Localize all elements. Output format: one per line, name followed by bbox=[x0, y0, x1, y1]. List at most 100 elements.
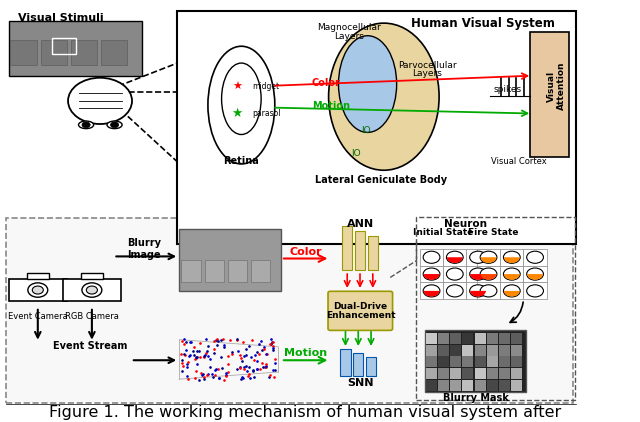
Bar bbox=[417, 217, 575, 400]
Text: ★: ★ bbox=[232, 107, 243, 120]
Text: Blurry Mask: Blurry Mask bbox=[443, 393, 509, 403]
Text: Figure 1. The working mechanism of human visual system after: Figure 1. The working mechanism of human… bbox=[49, 405, 562, 420]
Bar bbox=[438, 345, 449, 356]
Ellipse shape bbox=[208, 46, 275, 164]
Bar bbox=[63, 279, 120, 301]
Circle shape bbox=[504, 268, 520, 280]
Text: Motion: Motion bbox=[284, 348, 328, 358]
Text: Visual Cortex: Visual Cortex bbox=[492, 157, 547, 166]
Bar bbox=[27, 273, 49, 279]
Wedge shape bbox=[470, 291, 486, 297]
Bar bbox=[475, 345, 486, 356]
Text: Event Camera: Event Camera bbox=[8, 311, 68, 321]
Bar bbox=[477, 266, 500, 282]
Circle shape bbox=[423, 268, 440, 280]
Bar bbox=[340, 349, 351, 376]
Bar bbox=[500, 249, 524, 266]
Bar bbox=[462, 357, 474, 368]
Bar bbox=[420, 249, 443, 266]
Text: Enhancement: Enhancement bbox=[326, 311, 396, 320]
Bar bbox=[499, 357, 510, 368]
Circle shape bbox=[86, 286, 97, 294]
Bar bbox=[252, 260, 271, 281]
Bar bbox=[524, 249, 547, 266]
Circle shape bbox=[447, 251, 463, 263]
Bar bbox=[511, 368, 522, 379]
Text: spikes: spikes bbox=[493, 85, 521, 94]
Circle shape bbox=[28, 283, 48, 297]
Wedge shape bbox=[424, 291, 440, 297]
Bar bbox=[462, 380, 474, 391]
Bar bbox=[355, 231, 365, 270]
Bar bbox=[467, 266, 490, 282]
Text: Initial State: Initial State bbox=[413, 227, 474, 237]
Circle shape bbox=[527, 251, 543, 263]
Bar bbox=[511, 345, 522, 356]
Ellipse shape bbox=[328, 23, 439, 170]
Bar bbox=[450, 345, 461, 356]
Bar bbox=[71, 40, 97, 65]
Bar bbox=[353, 353, 364, 376]
Circle shape bbox=[423, 251, 440, 263]
Bar bbox=[177, 11, 576, 244]
Bar bbox=[477, 249, 500, 266]
Bar bbox=[450, 333, 461, 344]
Bar bbox=[443, 249, 467, 266]
Bar bbox=[41, 40, 67, 65]
Bar bbox=[487, 345, 498, 356]
Circle shape bbox=[82, 122, 90, 128]
Bar bbox=[420, 266, 443, 282]
Bar bbox=[426, 345, 436, 356]
FancyBboxPatch shape bbox=[328, 291, 392, 330]
Bar bbox=[426, 357, 436, 368]
Text: Visual
Attention: Visual Attention bbox=[547, 62, 566, 111]
Text: Dual-Drive: Dual-Drive bbox=[333, 302, 388, 311]
Bar bbox=[462, 345, 474, 356]
Bar bbox=[420, 282, 443, 299]
Circle shape bbox=[447, 268, 463, 280]
Bar bbox=[500, 282, 524, 299]
Text: Color: Color bbox=[290, 247, 322, 257]
Ellipse shape bbox=[79, 121, 93, 129]
Bar bbox=[52, 38, 76, 54]
Bar bbox=[524, 266, 547, 282]
FancyBboxPatch shape bbox=[531, 32, 569, 157]
Bar bbox=[511, 357, 522, 368]
Wedge shape bbox=[424, 274, 440, 280]
Circle shape bbox=[470, 285, 486, 297]
Wedge shape bbox=[504, 257, 520, 263]
Wedge shape bbox=[527, 274, 543, 280]
Bar bbox=[426, 380, 436, 391]
Bar bbox=[426, 333, 436, 344]
Bar bbox=[366, 357, 376, 376]
Bar bbox=[467, 282, 490, 299]
Ellipse shape bbox=[221, 63, 261, 135]
Bar bbox=[487, 380, 498, 391]
Bar bbox=[438, 368, 449, 379]
Bar bbox=[450, 368, 461, 379]
Text: Lateral Geniculate Body: Lateral Geniculate Body bbox=[315, 175, 447, 185]
Circle shape bbox=[447, 285, 463, 297]
Bar bbox=[475, 357, 486, 368]
Circle shape bbox=[527, 285, 543, 297]
Bar bbox=[443, 282, 467, 299]
Bar bbox=[10, 40, 36, 65]
Bar bbox=[101, 40, 127, 65]
Text: parasol: parasol bbox=[252, 109, 280, 118]
Text: Neuron: Neuron bbox=[444, 219, 487, 229]
Bar bbox=[511, 380, 522, 391]
Bar bbox=[205, 260, 224, 281]
Text: Human Visual System: Human Visual System bbox=[411, 16, 555, 30]
Bar bbox=[511, 333, 522, 344]
Circle shape bbox=[32, 286, 44, 294]
Bar bbox=[367, 236, 378, 270]
Bar bbox=[475, 380, 486, 391]
Text: Visual Stimuli: Visual Stimuli bbox=[19, 13, 104, 23]
Text: IO: IO bbox=[351, 149, 361, 158]
Circle shape bbox=[480, 285, 497, 297]
Bar bbox=[179, 229, 281, 291]
Wedge shape bbox=[504, 274, 520, 280]
Bar bbox=[424, 330, 526, 392]
Text: Magnocellular: Magnocellular bbox=[317, 23, 381, 32]
Bar bbox=[487, 368, 498, 379]
